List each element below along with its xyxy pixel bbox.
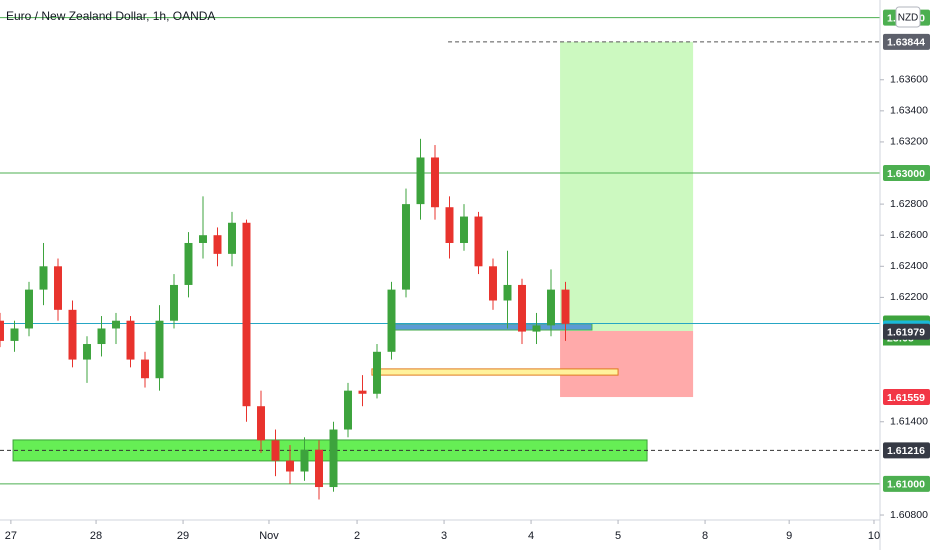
x-tick-label: 2	[354, 530, 360, 542]
plot-area	[0, 17, 880, 500]
y-tick-label: 1.62400	[890, 260, 928, 272]
candle-body	[242, 222, 251, 407]
y-tick-label: 1.62800	[890, 198, 928, 210]
candle-body	[112, 320, 120, 329]
candle-body	[561, 289, 570, 324]
y-tick-label: 1.63200	[890, 136, 928, 148]
candle-body	[155, 320, 164, 379]
x-tick-label: 28	[90, 530, 102, 542]
y-tick-label: 1.60800	[890, 509, 928, 521]
currency-box	[895, 6, 921, 28]
candle-body	[300, 449, 309, 472]
y-tick-label: 1.61400	[890, 416, 928, 428]
x-tick-label: 5	[615, 530, 621, 542]
candle-body	[445, 207, 454, 243]
currency: NZD	[898, 13, 919, 24]
candle-body	[416, 157, 425, 205]
chart-title: Euro / New Zealand Dollar, 1h, OANDA	[6, 9, 215, 23]
candle-body	[184, 242, 193, 285]
price-badge-label: 1.61979	[887, 327, 925, 339]
candle-body	[54, 266, 62, 310]
candle-body	[199, 235, 207, 243]
price-badge	[883, 475, 930, 492]
candle-body	[68, 309, 77, 360]
candle-body	[358, 390, 367, 394]
candle-body	[518, 284, 526, 332]
candle-body	[503, 284, 512, 301]
price-badge	[883, 442, 930, 459]
candle-body	[10, 328, 19, 341]
candle-body	[329, 429, 338, 488]
candle-body	[271, 440, 280, 461]
drawing-rect	[389, 323, 593, 331]
candle-body	[170, 284, 178, 321]
candle-body	[213, 235, 222, 254]
candle-body	[489, 266, 497, 301]
x-tick-label: 27	[5, 530, 17, 542]
candle-body	[228, 222, 236, 254]
y-tick-label: 1.62600	[890, 229, 928, 241]
candle-body	[39, 266, 48, 290]
price-badge	[883, 33, 930, 50]
candle-body	[460, 216, 468, 243]
x-tick-label: 4	[528, 530, 534, 542]
candle-body	[532, 325, 541, 332]
price-badge-label: 1.63000	[887, 168, 925, 180]
candle-body	[83, 344, 91, 360]
candle-body	[431, 157, 439, 208]
price-badge-label: 1.61559	[887, 392, 925, 404]
x-tick-label: Nov	[259, 530, 279, 542]
drawing-rect	[560, 41, 694, 331]
x-tick-label: 8	[702, 530, 708, 542]
candle-body	[0, 320, 4, 341]
price-badge	[883, 323, 930, 340]
x-tick-label: 29	[177, 530, 189, 542]
candle-body	[373, 351, 381, 394]
price-badge-label: 1.63844	[887, 37, 925, 49]
candle-body	[547, 289, 555, 326]
candle-body	[402, 204, 410, 290]
x-tick-label: 3	[441, 530, 447, 542]
price-badge	[883, 389, 930, 406]
y-tick-label: 1.63600	[890, 74, 928, 86]
y-tick-label: 1.62200	[890, 291, 928, 303]
candle-body	[25, 289, 33, 329]
candle-body	[126, 320, 135, 360]
candle-body	[315, 449, 323, 488]
drawing-rect	[371, 368, 619, 376]
candle-body	[387, 289, 396, 352]
candle-body	[141, 359, 149, 379]
candle-body	[286, 460, 294, 472]
price-badge-label: 1.61000	[887, 479, 925, 491]
x-tick-label: 9	[786, 530, 792, 542]
candle-body	[474, 216, 483, 267]
candle-body	[344, 390, 352, 430]
y-tick-label: 1.63400	[890, 105, 928, 117]
x-tick-label: 10	[868, 530, 880, 542]
price-badge	[883, 165, 930, 182]
drawing-rect	[560, 330, 694, 398]
price-badge-label: 1.61216	[887, 445, 925, 457]
candle-body	[97, 328, 106, 345]
candle-body	[257, 406, 265, 441]
